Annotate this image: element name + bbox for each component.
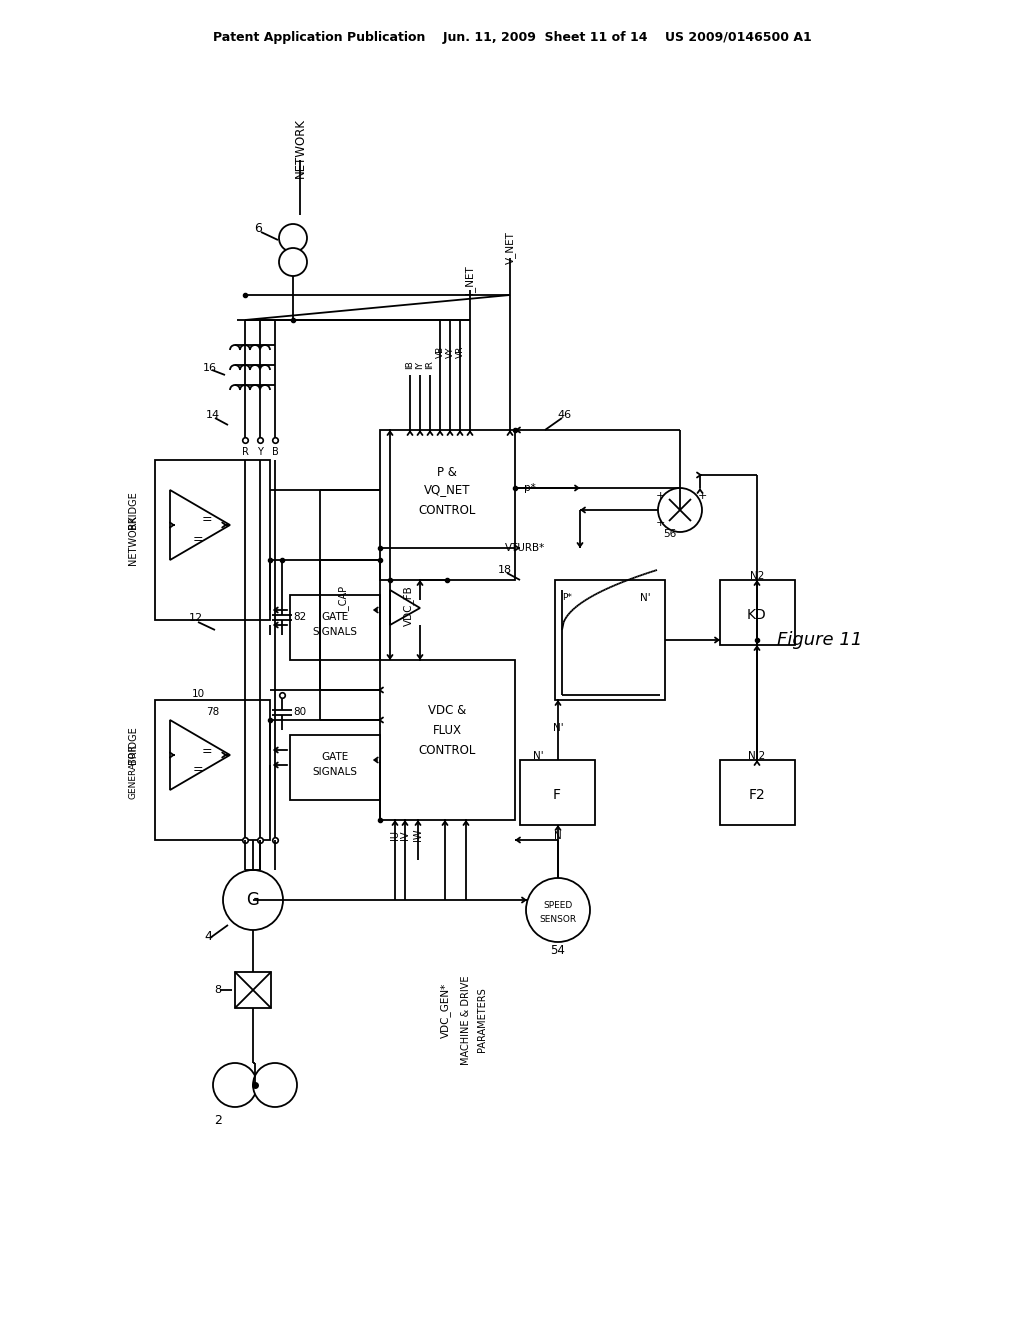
Text: IR: IR: [426, 360, 434, 370]
Text: MACHINE & DRIVE: MACHINE & DRIVE: [461, 975, 471, 1065]
Text: CONTROL: CONTROL: [419, 743, 476, 756]
Polygon shape: [390, 590, 420, 624]
Bar: [155, 700, 270, 840]
Text: VDC_FB: VDC_FB: [402, 586, 414, 627]
Text: Figure 11: Figure 11: [777, 631, 862, 649]
Text: VR: VR: [456, 346, 465, 358]
Text: G: G: [247, 891, 259, 909]
Text: p*: p*: [524, 483, 536, 492]
Text: 80: 80: [294, 708, 306, 717]
Text: IY: IY: [416, 360, 425, 370]
Text: =: =: [202, 513, 212, 527]
Text: 8: 8: [214, 985, 221, 995]
Text: =: =: [202, 746, 212, 759]
Text: KD: KD: [748, 609, 767, 622]
Bar: [720, 579, 795, 645]
Text: 46: 46: [558, 411, 572, 420]
Text: 54: 54: [551, 944, 565, 957]
Circle shape: [213, 1063, 257, 1107]
Text: VB: VB: [435, 346, 444, 358]
Text: =: =: [193, 763, 204, 776]
Circle shape: [279, 248, 307, 276]
Text: B: B: [271, 447, 279, 457]
Text: 18: 18: [498, 565, 512, 576]
Text: =: =: [193, 533, 204, 546]
Text: GATE: GATE: [322, 752, 348, 762]
Bar: [155, 459, 270, 620]
Text: Y: Y: [257, 447, 263, 457]
Text: BRIDGE: BRIDGE: [128, 726, 138, 764]
Text: NETWORK: NETWORK: [128, 515, 138, 565]
Text: PARAMETERS: PARAMETERS: [477, 987, 487, 1052]
Text: SENSOR: SENSOR: [540, 916, 577, 924]
Text: 82: 82: [293, 612, 306, 622]
Text: P &: P &: [437, 466, 457, 479]
Bar: [520, 760, 595, 825]
Text: N: N: [554, 832, 562, 841]
Text: SIGNALS: SIGNALS: [312, 627, 357, 638]
Text: R: R: [242, 447, 249, 457]
Text: Patent Application Publication    Jun. 11, 2009  Sheet 11 of 14    US 2009/01465: Patent Application Publication Jun. 11, …: [213, 32, 811, 45]
Circle shape: [279, 224, 307, 252]
Polygon shape: [170, 490, 230, 560]
Circle shape: [223, 870, 283, 931]
Text: VTURB*: VTURB*: [505, 543, 545, 553]
Text: I_CAP: I_CAP: [338, 585, 348, 611]
Bar: [555, 579, 665, 700]
Bar: [380, 430, 515, 579]
Text: VQ_NET: VQ_NET: [424, 483, 470, 496]
Text: +: +: [697, 491, 707, 502]
Text: +: +: [655, 517, 665, 528]
Text: N': N': [532, 751, 544, 762]
Text: BRIDGE: BRIDGE: [128, 491, 138, 529]
Text: 78: 78: [207, 708, 219, 717]
Text: F: F: [553, 788, 561, 803]
Text: 4: 4: [204, 929, 212, 942]
Text: IB: IB: [406, 360, 415, 370]
Text: I_NET: I_NET: [465, 265, 475, 294]
Text: VDC_GEN*: VDC_GEN*: [439, 982, 451, 1038]
Circle shape: [526, 878, 590, 942]
Circle shape: [253, 1063, 297, 1107]
Bar: [234, 972, 271, 1008]
Text: NETWORK: NETWORK: [294, 117, 306, 178]
Text: P*: P*: [562, 594, 571, 602]
Text: FLUX: FLUX: [432, 723, 462, 737]
Text: VDC &: VDC &: [428, 704, 466, 717]
Text: 12: 12: [189, 612, 203, 623]
Text: SIGNALS: SIGNALS: [312, 767, 357, 777]
Text: 14: 14: [206, 411, 220, 420]
Circle shape: [658, 488, 702, 532]
Text: VY: VY: [445, 346, 455, 358]
Text: F2: F2: [749, 788, 765, 803]
Text: SPEED: SPEED: [544, 902, 572, 911]
Text: IV: IV: [400, 830, 410, 840]
Bar: [380, 660, 515, 820]
Text: N': N': [553, 723, 563, 733]
Text: N': N': [640, 593, 650, 603]
Text: +: +: [655, 491, 665, 502]
Text: 56: 56: [664, 529, 677, 539]
Text: 10: 10: [191, 689, 205, 700]
Text: IU: IU: [390, 830, 400, 840]
Polygon shape: [170, 719, 230, 789]
Bar: [290, 595, 380, 660]
Text: GENERATOR: GENERATOR: [128, 744, 137, 800]
Text: 2: 2: [214, 1114, 222, 1126]
Bar: [290, 735, 380, 800]
Text: 6: 6: [254, 222, 262, 235]
Text: N2: N2: [750, 572, 764, 581]
Text: IW: IW: [413, 829, 423, 841]
Text: N'2: N'2: [749, 751, 766, 762]
Text: CONTROL: CONTROL: [419, 503, 476, 516]
Text: 16: 16: [203, 363, 217, 374]
Text: V_NET: V_NET: [505, 231, 515, 264]
Text: GATE: GATE: [322, 612, 348, 622]
Bar: [720, 760, 795, 825]
